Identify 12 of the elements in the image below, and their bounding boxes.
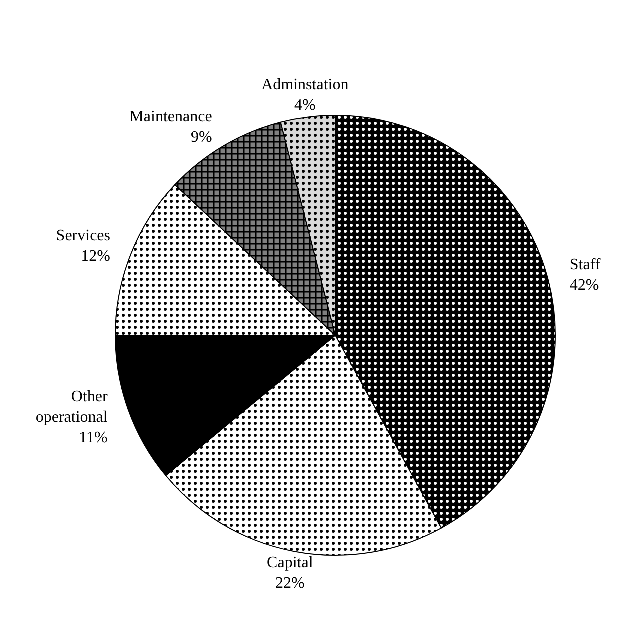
slice-label: Adminstation [262, 76, 349, 94]
slice-label: Maintenance [130, 108, 212, 126]
data-label: 9% [190, 128, 212, 146]
slice-label: Capital [267, 554, 314, 572]
data-label: 12% [81, 248, 110, 266]
slice-label: Other operational [36, 388, 108, 426]
data-label: 11% [79, 429, 108, 446]
slice-label: Staff [570, 256, 602, 274]
slice-label: Services [56, 228, 110, 245]
data-label: 4% [294, 97, 316, 114]
data-label: 22% [275, 574, 305, 592]
data-label: 42% [570, 277, 600, 294]
